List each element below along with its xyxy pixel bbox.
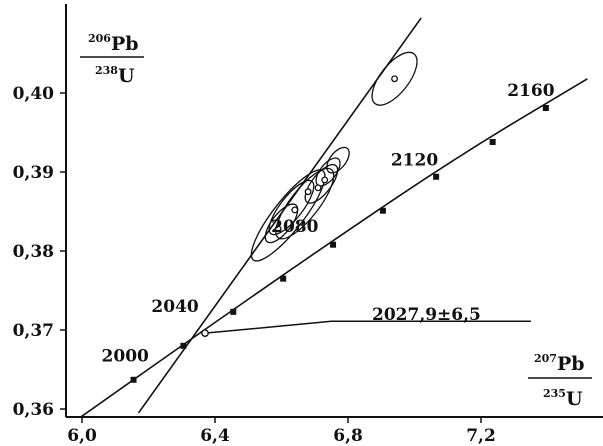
y-tick-label: 0,40: [13, 84, 55, 104]
age-mark: [180, 342, 187, 349]
lower-intercept-point: [201, 329, 209, 338]
age-label: 2080: [271, 217, 318, 237]
age-mark: [280, 275, 287, 282]
y-tick-label: 0,37: [13, 321, 54, 341]
y-tick-label: 0,38: [13, 242, 54, 262]
data-point: [314, 184, 322, 192]
y-tick-label: 0,39: [13, 163, 54, 183]
x-axis-label: 207Pb 235U: [528, 352, 592, 410]
error-ellipse: [304, 163, 339, 204]
error-ellipse: [264, 203, 299, 244]
data-point: [291, 206, 299, 214]
age-label: 2000: [102, 347, 149, 367]
concordia-curve: [79, 78, 588, 417]
age-mark: [379, 207, 386, 214]
y-label-numerator: 206Pb: [88, 32, 139, 55]
error-ellipse: [326, 146, 350, 174]
data-point: [321, 176, 329, 184]
y-label-denominator: 238U: [95, 64, 135, 87]
x-label-denominator: 235U: [543, 387, 583, 410]
age-label: 2160: [507, 81, 554, 101]
intercept-leader-line: [204, 320, 531, 334]
y-axis-label: 206Pb 238U: [80, 32, 144, 87]
data-point: [391, 75, 398, 83]
x-label-numerator: 207Pb: [534, 352, 585, 375]
data-point: [274, 225, 282, 233]
lower-intercept-label: 2027,9±6,5: [372, 305, 481, 325]
x-tick-label: 7,2: [466, 426, 496, 446]
age-mark: [230, 308, 237, 315]
age-mark: [330, 241, 337, 248]
age-mark: [542, 105, 549, 112]
age-mark: [433, 173, 440, 180]
x-tick-label: 6,4: [200, 426, 230, 446]
age-label: 2120: [391, 151, 438, 171]
discordia-line: [137, 17, 422, 414]
age-label: 2040: [151, 297, 198, 317]
error-ellipse: [250, 169, 326, 262]
age-mark: [489, 138, 496, 145]
x-tick-label: 6,0: [67, 426, 97, 446]
x-tick-label: 6,8: [333, 426, 363, 446]
age-mark: [130, 376, 137, 383]
y-tick-label: 0,36: [13, 400, 54, 420]
error-ellipse: [275, 167, 335, 240]
data-point: [304, 188, 312, 196]
